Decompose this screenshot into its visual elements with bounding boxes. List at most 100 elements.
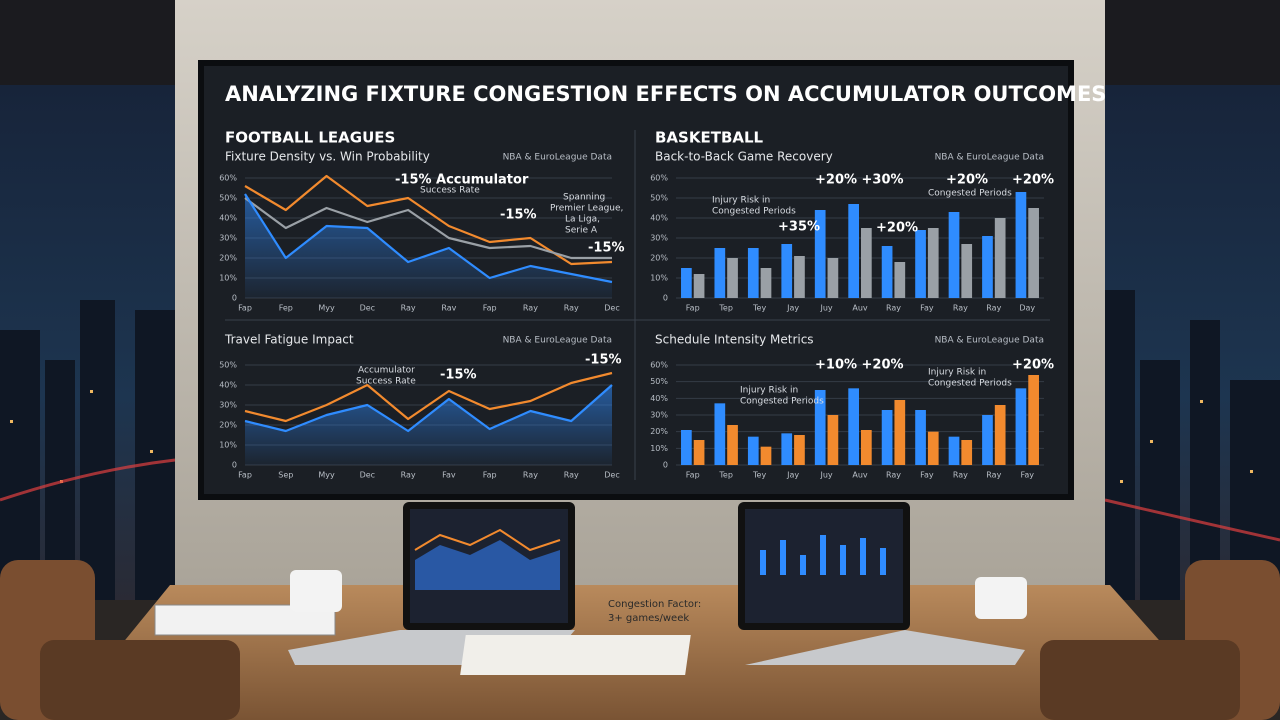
x-tick-label: Ray	[564, 304, 579, 313]
x-tick-label: Dec	[604, 304, 619, 313]
y-tick-label: 30%	[650, 234, 668, 243]
annotation: +35%	[778, 220, 820, 235]
x-tick-label: Fav	[442, 471, 456, 480]
chart-title: Back-to-Back Game Recovery	[655, 150, 833, 164]
y-tick-label: 10%	[219, 274, 237, 283]
bar	[848, 204, 859, 298]
bar	[982, 415, 993, 465]
annotation: La Liga,	[565, 215, 600, 225]
x-tick-label: Ray	[523, 304, 538, 313]
x-tick-label: Ray	[401, 471, 416, 480]
x-tick-label: Juy	[819, 471, 832, 480]
x-tick-label: Ray	[986, 471, 1001, 480]
y-tick-label: 0	[663, 461, 668, 470]
note-line: 3+ games/week	[608, 613, 689, 624]
chart-source: NBA & EuroLeague Data	[935, 336, 1044, 346]
bar	[948, 436, 960, 465]
notebook-stack	[154, 604, 336, 636]
x-tick-label: Ray	[523, 471, 538, 480]
annotation: Serie A	[565, 226, 598, 236]
y-tick-label: 40%	[219, 214, 237, 223]
x-tick-label: Fap	[686, 471, 700, 480]
laptop-graphic	[415, 540, 560, 590]
bar	[727, 258, 738, 298]
bar	[794, 435, 805, 465]
chart-source: NBA & EuroLeague Data	[503, 153, 612, 163]
x-tick-label: Fap	[686, 304, 700, 313]
bar	[961, 440, 973, 465]
x-tick-label: Tep	[718, 304, 733, 313]
bar	[927, 431, 939, 465]
x-tick-label: Ray	[564, 471, 579, 480]
chair	[40, 640, 240, 720]
y-tick-label: 50%	[650, 194, 668, 203]
x-tick-label: Myy	[318, 471, 335, 480]
y-tick-label: 50%	[219, 361, 237, 370]
chart-source: NBA & EuroLeague Data	[935, 153, 1044, 163]
series-line	[244, 193, 613, 284]
y-tick-label: 30%	[219, 234, 237, 243]
x-tick-label: Juy	[819, 304, 832, 313]
annotation: Injury Risk in	[928, 368, 986, 378]
annotation: -15%	[588, 241, 625, 256]
bar	[848, 388, 859, 465]
y-tick-label: 50%	[219, 194, 237, 203]
x-tick-label: Fay	[1021, 471, 1035, 480]
y-tick-label: 50%	[650, 377, 668, 386]
x-tick-label: Fay	[920, 471, 934, 480]
bar	[881, 410, 893, 465]
x-tick-label: Fap	[483, 304, 497, 313]
bar	[1015, 388, 1027, 465]
y-tick-label: 40%	[650, 394, 668, 403]
annotation: -15%	[500, 208, 537, 223]
x-tick-label: Fap	[238, 304, 252, 313]
series-line	[244, 384, 613, 433]
bar	[814, 210, 826, 298]
section-title: FOOTBALL LEAGUES	[225, 129, 395, 147]
x-tick-label: Myy	[318, 304, 335, 313]
chart-title: Fixture Density vs. Win Probability	[225, 150, 430, 164]
x-tick-label: Fep	[279, 304, 293, 313]
y-tick-label: 20%	[219, 421, 237, 430]
bar	[681, 268, 692, 298]
area-fill	[245, 194, 612, 298]
notebook	[460, 635, 691, 675]
y-tick-label: 0	[232, 294, 237, 303]
annotation: +20%	[1012, 173, 1054, 188]
bar	[894, 400, 906, 465]
x-tick-label: Ray	[886, 304, 901, 313]
x-tick-label: Ray	[401, 304, 416, 313]
x-tick-label: Ray	[953, 304, 968, 313]
x-tick-label: Dec	[360, 304, 375, 313]
y-tick-label: 20%	[219, 254, 237, 263]
series-line	[244, 197, 612, 260]
bar	[948, 212, 960, 298]
y-tick-label: 60%	[650, 361, 668, 370]
bar	[1028, 208, 1039, 298]
bar	[760, 446, 772, 465]
annotation: -15%	[440, 368, 477, 383]
chart-title: Travel Fatigue Impact	[224, 333, 354, 347]
annotation: Congested Periods	[928, 379, 1012, 389]
x-tick-label: Ray	[953, 471, 968, 480]
x-tick-label: Fay	[920, 304, 934, 313]
annotation: +20%	[946, 173, 988, 188]
series-line	[244, 371, 613, 423]
y-tick-label: 10%	[650, 274, 668, 283]
x-tick-label: Tep	[718, 471, 733, 480]
area-fill	[245, 385, 612, 465]
bar	[747, 248, 759, 298]
chair	[1040, 640, 1240, 720]
bar	[781, 244, 793, 298]
annotation: Congested Periods	[928, 189, 1012, 199]
x-tick-label: Ray	[986, 304, 1001, 313]
y-tick-label: 60%	[219, 174, 237, 183]
annotation: Premier League,	[550, 204, 623, 214]
x-tick-label: Sep	[278, 471, 293, 480]
annotation: +10% +20%	[815, 358, 904, 373]
y-tick-label: 30%	[650, 411, 668, 420]
bar	[714, 248, 726, 298]
laptop-base	[745, 630, 1025, 665]
screen-title: ANALYZING FIXTURE CONGESTION EFFECTS ON …	[225, 82, 1106, 106]
